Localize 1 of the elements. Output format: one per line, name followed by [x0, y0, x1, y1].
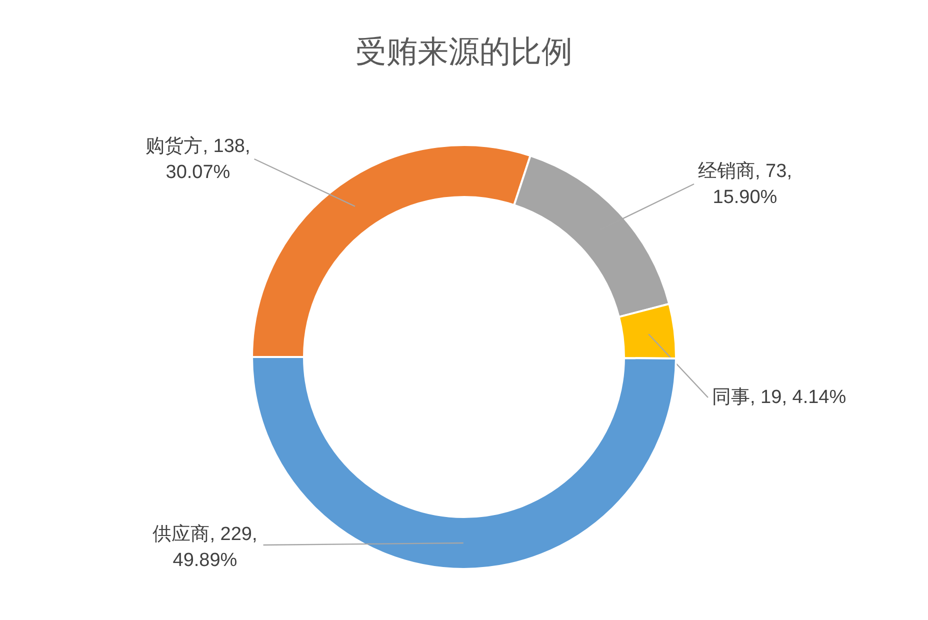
- title: 受贿来源的比例: [356, 34, 572, 69]
